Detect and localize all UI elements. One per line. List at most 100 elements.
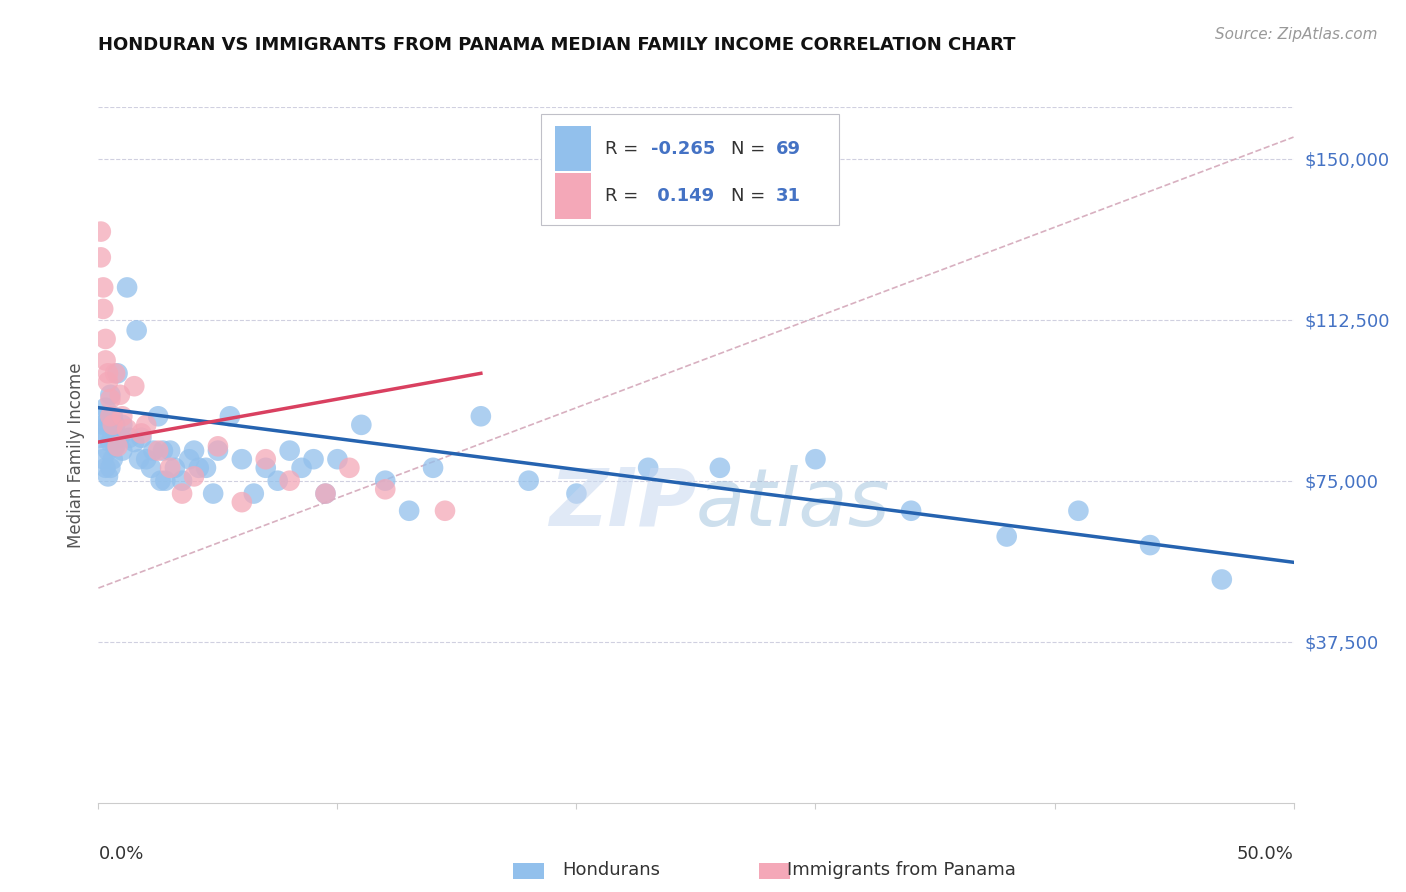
Point [254, 460, 277, 475]
Text: 0.0%: 0.0% [98, 845, 143, 863]
Point [194, 460, 217, 475]
Point [98, 409, 122, 424]
Point [1211, 573, 1233, 587]
Point [159, 460, 181, 475]
Point [125, 323, 148, 337]
Point [995, 529, 1018, 543]
Point [107, 367, 129, 381]
Point [1067, 504, 1090, 518]
Point [111, 443, 134, 458]
Point [278, 474, 301, 488]
Point [101, 452, 124, 467]
Point [183, 443, 205, 458]
Point [302, 452, 325, 467]
FancyBboxPatch shape [555, 126, 591, 171]
Point [267, 474, 290, 488]
Point [374, 474, 396, 488]
Point [148, 443, 170, 458]
Point [290, 460, 312, 475]
Text: N =: N = [731, 140, 770, 158]
Point [97, 443, 120, 458]
Text: Source: ZipAtlas.com: Source: ZipAtlas.com [1215, 27, 1378, 42]
Point [111, 417, 134, 432]
Point [124, 379, 146, 393]
Point [97, 367, 120, 381]
Point [118, 431, 141, 445]
Point [124, 435, 146, 450]
Point [315, 486, 337, 500]
Point [804, 452, 827, 467]
Text: Hondurans: Hondurans [562, 861, 661, 879]
Point [91, 301, 114, 316]
Point [101, 417, 124, 432]
Point [94, 460, 117, 475]
Point [565, 486, 588, 500]
Point [374, 483, 396, 497]
Point [135, 417, 157, 432]
Point [90, 431, 112, 445]
Point [179, 452, 201, 467]
Text: 50.0%: 50.0% [1237, 845, 1294, 863]
Point [152, 443, 174, 458]
Point [422, 460, 444, 475]
Point [187, 460, 209, 475]
Point [128, 452, 150, 467]
Point [398, 504, 420, 518]
Point [1139, 538, 1161, 552]
Point [97, 417, 120, 432]
Point [90, 251, 112, 265]
Point [243, 486, 266, 500]
Point [131, 426, 153, 441]
Point [207, 439, 229, 453]
Point [90, 225, 112, 239]
Point [115, 280, 138, 294]
Y-axis label: Median Family Income: Median Family Income [66, 362, 84, 548]
Point [101, 431, 124, 445]
Point [207, 443, 229, 458]
Point [637, 460, 659, 475]
Point [115, 422, 138, 436]
Point [142, 443, 165, 458]
Point [111, 409, 134, 424]
Point [709, 460, 731, 475]
Point [131, 431, 153, 445]
Text: atlas: atlas [696, 465, 891, 542]
Point [337, 460, 360, 475]
Point [350, 417, 373, 432]
Point [278, 443, 301, 458]
Point [159, 443, 181, 458]
Point [91, 452, 114, 467]
Point [108, 388, 131, 402]
Point [94, 353, 117, 368]
Point [107, 439, 129, 453]
Point [900, 504, 922, 518]
Text: 31: 31 [776, 187, 801, 205]
Point [326, 452, 349, 467]
Point [98, 392, 122, 406]
Point [98, 435, 122, 450]
Point [101, 409, 124, 424]
Point [517, 474, 540, 488]
Point [148, 409, 170, 424]
Point [94, 332, 117, 346]
Point [172, 486, 194, 500]
Text: N =: N = [731, 187, 770, 205]
Point [108, 431, 131, 445]
Point [135, 452, 157, 467]
Point [91, 280, 114, 294]
Text: R =: R = [605, 187, 644, 205]
Text: R =: R = [605, 140, 644, 158]
Point [94, 401, 117, 415]
FancyBboxPatch shape [540, 114, 839, 226]
Point [183, 469, 205, 483]
Text: 0.149: 0.149 [651, 187, 714, 205]
FancyBboxPatch shape [555, 173, 591, 219]
Point [139, 460, 162, 475]
Point [90, 409, 112, 424]
Point [97, 375, 120, 389]
Point [155, 474, 177, 488]
Point [202, 486, 225, 500]
Text: -0.265: -0.265 [651, 140, 714, 158]
Point [172, 474, 194, 488]
Text: HONDURAN VS IMMIGRANTS FROM PANAMA MEDIAN FAMILY INCOME CORRELATION CHART: HONDURAN VS IMMIGRANTS FROM PANAMA MEDIA… [98, 36, 1017, 54]
